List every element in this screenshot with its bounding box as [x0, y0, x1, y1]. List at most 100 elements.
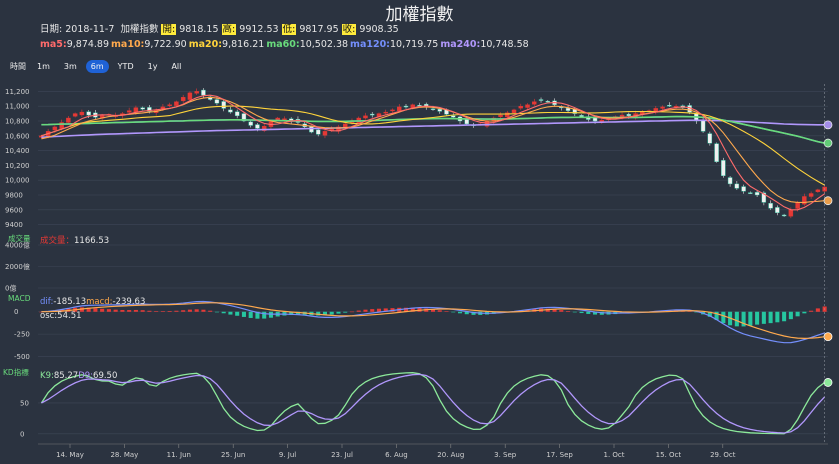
macd-legend-macd-label: macd:: [86, 297, 112, 307]
candle-body: [214, 99, 220, 104]
candle-body: [147, 107, 152, 112]
period-button-1m[interactable]: 1m: [37, 62, 50, 71]
osc-bar: [201, 309, 206, 312]
candle-body: [248, 121, 253, 126]
osc-bar: [343, 311, 348, 313]
x-tick-label: 11. Jun: [167, 451, 191, 459]
volume-axis-title-text: 成交量: [8, 233, 31, 243]
osc-bar: [262, 311, 267, 319]
osc-bar: [329, 311, 334, 315]
candle: [518, 103, 524, 111]
ma240-line: [41, 119, 825, 139]
osc-bar: [93, 308, 98, 312]
candle-body: [187, 92, 193, 100]
osc-bar: [572, 311, 577, 313]
candle-body: [498, 114, 503, 117]
osc-bar: [194, 309, 199, 312]
period-button-ytd[interactable]: YTD: [117, 62, 134, 71]
candle-body: [383, 111, 388, 114]
price-tick-label: 10,000: [5, 177, 30, 185]
period-button-3m[interactable]: 3m: [63, 62, 77, 71]
osc-bar: [707, 311, 712, 317]
candle: [748, 191, 753, 194]
osc-bar: [221, 311, 226, 314]
candle: [390, 108, 395, 113]
x-tick-label: 23. Jul: [331, 451, 353, 459]
candle-body: [167, 104, 172, 106]
candle: [261, 123, 267, 133]
candle: [174, 100, 179, 107]
dif-line: [41, 300, 825, 344]
candle: [815, 188, 821, 193]
candle-body: [626, 113, 632, 117]
osc-bar: [235, 311, 240, 316]
candle-body: [734, 183, 740, 189]
candle-body: [768, 203, 773, 209]
candle-body: [86, 111, 91, 116]
period-button-1y[interactable]: 1y: [147, 62, 158, 71]
candle-body: [761, 192, 767, 203]
volume-value: 1166.53: [74, 236, 109, 246]
candle: [667, 102, 672, 108]
osc-bar: [437, 310, 442, 312]
candle-body: [174, 101, 179, 106]
candle-body: [437, 108, 442, 112]
osc-bar: [100, 308, 105, 312]
ohlc-info: 日期: 2018-11-7 加權指數 開: 9818.15 高: 9912.53…: [40, 21, 399, 35]
ma-legend-item: ma5:9,874.89: [40, 39, 109, 50]
candle: [180, 94, 186, 103]
kd-title: KD指標: [3, 367, 29, 377]
candle-body: [802, 196, 807, 205]
period-label: 時間: [10, 62, 26, 71]
macd-line: [41, 302, 825, 340]
low-value: 9817.95: [299, 24, 339, 35]
candle: [234, 109, 240, 119]
kd-legend-k-label: K9:: [40, 371, 54, 381]
osc-legend-osc: 54.51: [57, 311, 81, 321]
osc-bar: [289, 311, 294, 316]
macd-tick-label: -500: [14, 353, 30, 361]
osc-legend: osc:54.51: [40, 311, 82, 321]
price-tick-label: 10,800: [5, 118, 30, 126]
candle-body: [140, 107, 145, 110]
ma-legend-value: 9,722.90: [144, 39, 187, 50]
candle-body: [525, 104, 530, 108]
osc-bar: [775, 311, 780, 323]
ma-legend-label: ma240:: [440, 39, 481, 50]
x-tick-label: 6. Aug: [385, 451, 408, 459]
osc-bar: [451, 311, 456, 313]
ma60-line: [41, 115, 825, 144]
ma-legend-label: ma20:: [188, 39, 223, 50]
osc-bar: [545, 308, 550, 312]
candle-body: [72, 113, 78, 117]
osc-bar: [363, 309, 368, 312]
osc-bar: [586, 311, 591, 314]
osc-bar: [734, 311, 739, 327]
x-tick-label: 9. Jul: [279, 451, 296, 459]
open-value: 9818.15: [179, 24, 219, 35]
osc-bar: [268, 311, 273, 318]
candle: [802, 193, 807, 206]
candle: [140, 106, 145, 111]
period-button-all[interactable]: All: [171, 62, 182, 71]
period-selector: 時間 1m 3m 6m YTD 1y All: [10, 60, 186, 73]
candle-body: [397, 106, 402, 111]
candle-body: [741, 186, 746, 192]
osc-bar: [579, 311, 584, 314]
osc-bar: [106, 309, 111, 312]
candle-body: [241, 113, 247, 122]
candle-body: [282, 118, 287, 121]
osc-bar: [248, 311, 253, 318]
osc-bar: [322, 311, 327, 316]
price-tick-label: 10,600: [5, 132, 30, 140]
volume-legend: 成交量：1166.53: [40, 235, 109, 246]
ma-legend-label: ma5:: [40, 39, 67, 50]
candle-body: [403, 105, 409, 108]
ma-legend-label: ma120:: [350, 39, 390, 50]
osc-bar: [214, 311, 219, 313]
candle: [126, 107, 132, 114]
period-button-6m[interactable]: 6m: [85, 60, 109, 73]
price-tick-label: 10,200: [5, 162, 30, 170]
candle-body: [430, 108, 436, 110]
candle-body: [370, 113, 375, 116]
